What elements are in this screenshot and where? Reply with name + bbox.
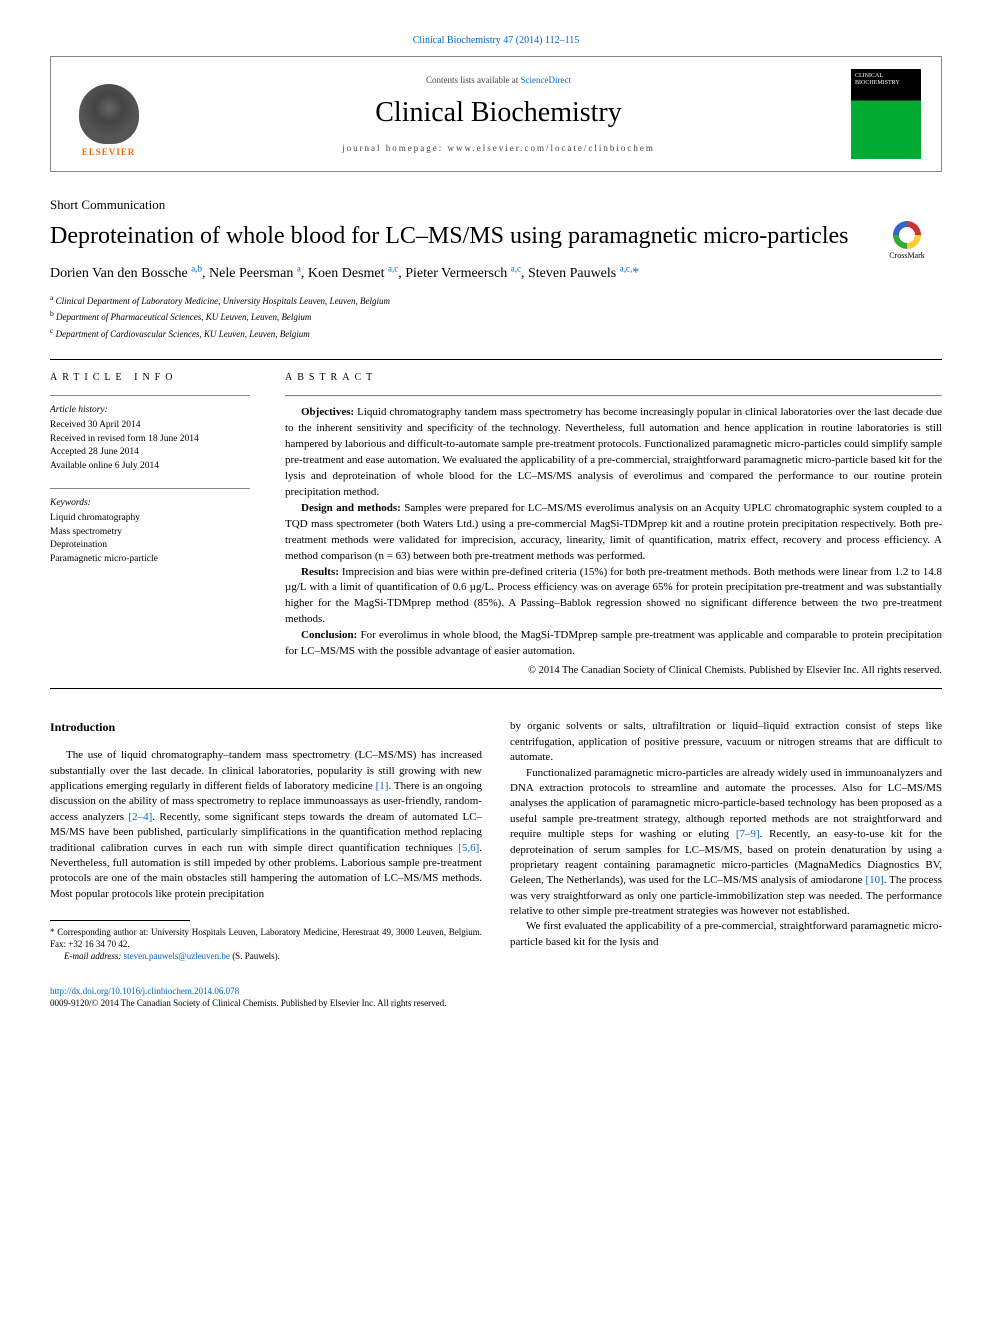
results-text: Imprecision and bias were within pre-def… [285,566,942,626]
citation-10[interactable]: [10] [865,874,883,886]
contents-line: Contents lists available at ScienceDirec… [146,75,851,85]
journal-header-box: ELSEVIER Contents lists available at Sci… [50,56,942,172]
email-link[interactable]: steven.pauwels@uzleuven.be [124,951,230,961]
history-line: Available online 6 July 2014 [50,460,250,474]
corresponding-author-note: Corresponding author at: University Hosp… [50,927,482,949]
introduction-heading: Introduction [50,719,482,736]
sciencedirect-link[interactable]: ScienceDirect [521,75,571,85]
doi-link[interactable]: http://dx.doi.org/10.1016/j.clinbiochem.… [50,986,239,996]
email-label: E-mail address: [64,951,124,961]
keyword-line: Liquid chromatography [50,512,250,526]
article-info-heading: article info [50,372,250,383]
journal-title: Clinical Biochemistry [146,97,851,129]
elsevier-text: ELSEVIER [82,147,136,157]
divider-thin [285,395,942,397]
keywords-title: Keywords: [50,497,250,511]
page-footer: http://dx.doi.org/10.1016/j.clinbiochem.… [50,985,942,1010]
journal-cover-thumbnail: CLINICAL BIOCHEMISTRY [851,69,921,159]
abstract-body: Objectives: Liquid chromatography tandem… [285,405,942,678]
objectives-label: Objectives: [301,406,354,418]
conclusion-text: For everolimus in whole blood, the MagSi… [285,629,942,657]
journal-reference: Clinical Biochemistry 47 (2014) 112–115 [50,35,942,46]
journal-homepage: journal homepage: www.elsevier.com/locat… [146,143,851,153]
footnote-separator [50,920,190,921]
citation-2-4[interactable]: [2–4] [128,811,152,823]
body-p3: We first evaluated the applicability of … [510,920,942,947]
crossmark-icon [893,221,921,249]
homepage-label: journal homepage: [342,143,447,153]
body-text: Introduction The use of liquid chromatog… [50,719,942,962]
homepage-url[interactable]: www.elsevier.com/locate/clinbiochem [448,143,655,153]
affiliation-line: b Department of Pharmaceutical Sciences,… [50,308,942,325]
contents-prefix: Contents lists available at [426,75,520,85]
affiliation-line: c Department of Cardiovascular Sciences,… [50,325,942,342]
elsevier-tree-icon [79,84,139,144]
abstract-copyright: © 2014 The Canadian Society of Clinical … [285,663,942,678]
citation-5-6[interactable]: [5,6] [458,842,479,854]
abstract-heading: abstract [285,372,942,383]
divider-thin [50,488,250,489]
authors-list: Dorien Van den Bossche a,b, Nele Peersma… [50,263,942,282]
design-label: Design and methods: [301,502,401,514]
issn-copyright: 0009-9120/© 2014 The Canadian Society of… [50,997,942,1010]
footnotes: * Corresponding author at: University Ho… [50,926,482,962]
corresponding-star: * [632,266,639,281]
divider [50,688,942,689]
affiliation-line: a Clinical Department of Laboratory Medi… [50,292,942,309]
article-type: Short Communication [50,197,942,213]
history-line: Accepted 28 June 2014 [50,446,250,460]
article-title: Deproteination of whole blood for LC–MS/… [50,221,872,251]
keyword-line: Mass spectrometry [50,526,250,540]
journal-cover-text: CLINICAL BIOCHEMISTRY [851,69,921,90]
keyword-line: Paramagnetic micro-particle [50,553,250,567]
keyword-line: Deproteination [50,539,250,553]
elsevier-logo: ELSEVIER [71,72,146,157]
citation-7-9[interactable]: [7–9] [736,828,760,840]
journal-ref-link[interactable]: Clinical Biochemistry 47 (2014) 112–115 [413,35,579,46]
email-suffix: (S. Pauwels). [230,951,280,961]
affiliations: a Clinical Department of Laboratory Medi… [50,292,942,342]
citation-1[interactable]: [1] [376,780,389,792]
objectives-text: Liquid chromatography tandem mass spectr… [285,406,942,498]
divider-thin [50,395,250,396]
history-line: Received 30 April 2014 [50,419,250,433]
history-line: Received in revised form 18 June 2014 [50,433,250,447]
article-history-title: Article history: [50,404,250,418]
crossmark-badge[interactable]: CrossMark [872,221,942,260]
results-label: Results: [301,566,339,578]
body-p1e: by organic solvents or salts, ultrafiltr… [510,720,942,763]
conclusion-label: Conclusion: [301,629,357,641]
crossmark-label: CrossMark [889,251,925,260]
